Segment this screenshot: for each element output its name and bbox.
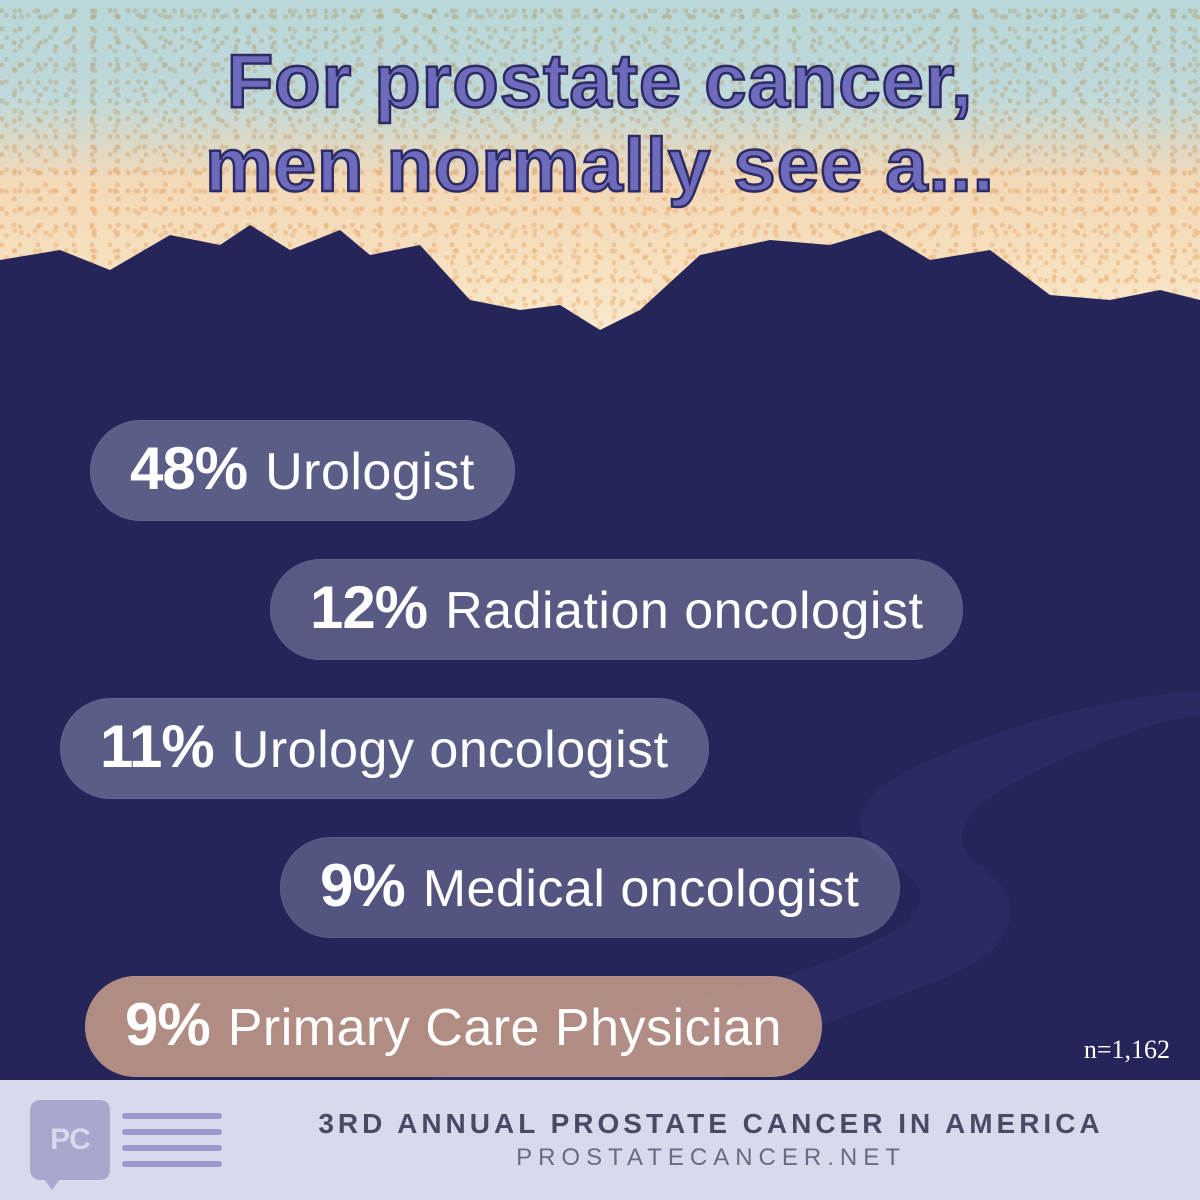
title-line-2: men normally see a...	[205, 123, 995, 208]
data-pill: 12% Radiation oncologist	[270, 559, 963, 660]
pill-label: Primary Care Physician	[228, 998, 782, 1058]
page-title: For prostate cancer, men normally see a.…	[0, 40, 1200, 207]
infographic-canvas: For prostate cancer, men normally see a.…	[0, 0, 1200, 1200]
pill-percent: 9%	[320, 851, 405, 920]
data-pill: 9% Primary Care Physician	[85, 976, 822, 1077]
pill-percent: 48%	[130, 434, 247, 503]
data-pill: 48% Urologist	[90, 420, 515, 521]
pill-percent: 12%	[310, 573, 427, 642]
logo: PC	[30, 1100, 222, 1180]
data-pill-list: 48% Urologist 12% Radiation oncologist 11% Ur…	[0, 420, 1200, 1077]
pill-label: Urologist	[265, 442, 475, 502]
footer-bar: PC 3RD ANNUAL PROSTATE CANCER IN AMERICA…	[0, 1080, 1200, 1200]
data-pill: 9% Medical oncologist	[280, 837, 900, 938]
pill-label: Urology oncologist	[232, 720, 669, 780]
logo-lines-icon	[122, 1113, 222, 1167]
logo-badge-icon: PC	[30, 1100, 110, 1180]
logo-badge-text: PC	[50, 1123, 90, 1157]
footer-url: PROSTATECANCER.NET	[252, 1144, 1170, 1172]
data-pill: 11% Urology oncologist	[60, 698, 709, 799]
title-line-1: For prostate cancer,	[227, 39, 974, 124]
footer-title: 3RD ANNUAL PROSTATE CANCER IN AMERICA	[252, 1108, 1170, 1140]
pill-percent: 9%	[125, 990, 210, 1059]
sample-size-note: n=1,162	[1084, 1035, 1170, 1065]
pill-percent: 11%	[100, 712, 214, 781]
pill-label: Radiation oncologist	[445, 581, 923, 641]
footer-text: 3RD ANNUAL PROSTATE CANCER IN AMERICA PR…	[252, 1108, 1170, 1172]
pill-label: Medical oncologist	[423, 859, 860, 919]
